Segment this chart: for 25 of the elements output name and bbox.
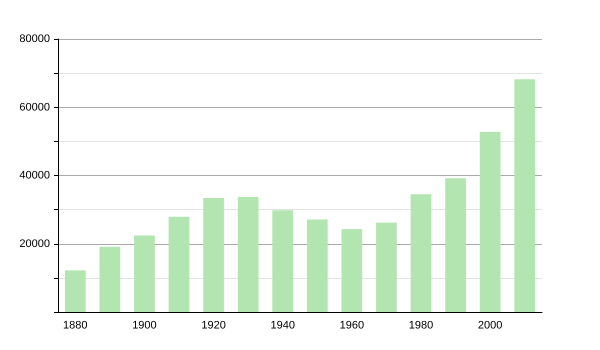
- bar: [238, 197, 259, 312]
- bar: [203, 198, 224, 312]
- bar: [445, 178, 466, 312]
- x-tick-label: 1880: [63, 320, 88, 332]
- bar: [64, 270, 86, 312]
- bar: [272, 210, 294, 312]
- x-tick-label: 1920: [201, 320, 226, 332]
- x-tick-label: 1960: [340, 320, 364, 332]
- bar: [514, 79, 536, 312]
- y-tick-label: 20000: [19, 238, 50, 250]
- x-tick-label: 2000: [478, 320, 502, 332]
- x-tick-label: 1980: [408, 320, 434, 332]
- x-tick-label: 1940: [270, 320, 295, 332]
- y-tick-label: 40000: [19, 170, 50, 182]
- x-tick-label: 1900: [132, 320, 157, 332]
- bar: [306, 220, 328, 312]
- bar: [480, 132, 501, 312]
- bar: [376, 222, 397, 312]
- bar: [168, 216, 190, 312]
- bar: [134, 236, 155, 312]
- y-tick-label: 60000: [19, 101, 50, 114]
- bar: [410, 194, 432, 312]
- bar: [99, 246, 120, 312]
- bar: [341, 229, 362, 312]
- y-tick-label: 80000: [19, 33, 50, 45]
